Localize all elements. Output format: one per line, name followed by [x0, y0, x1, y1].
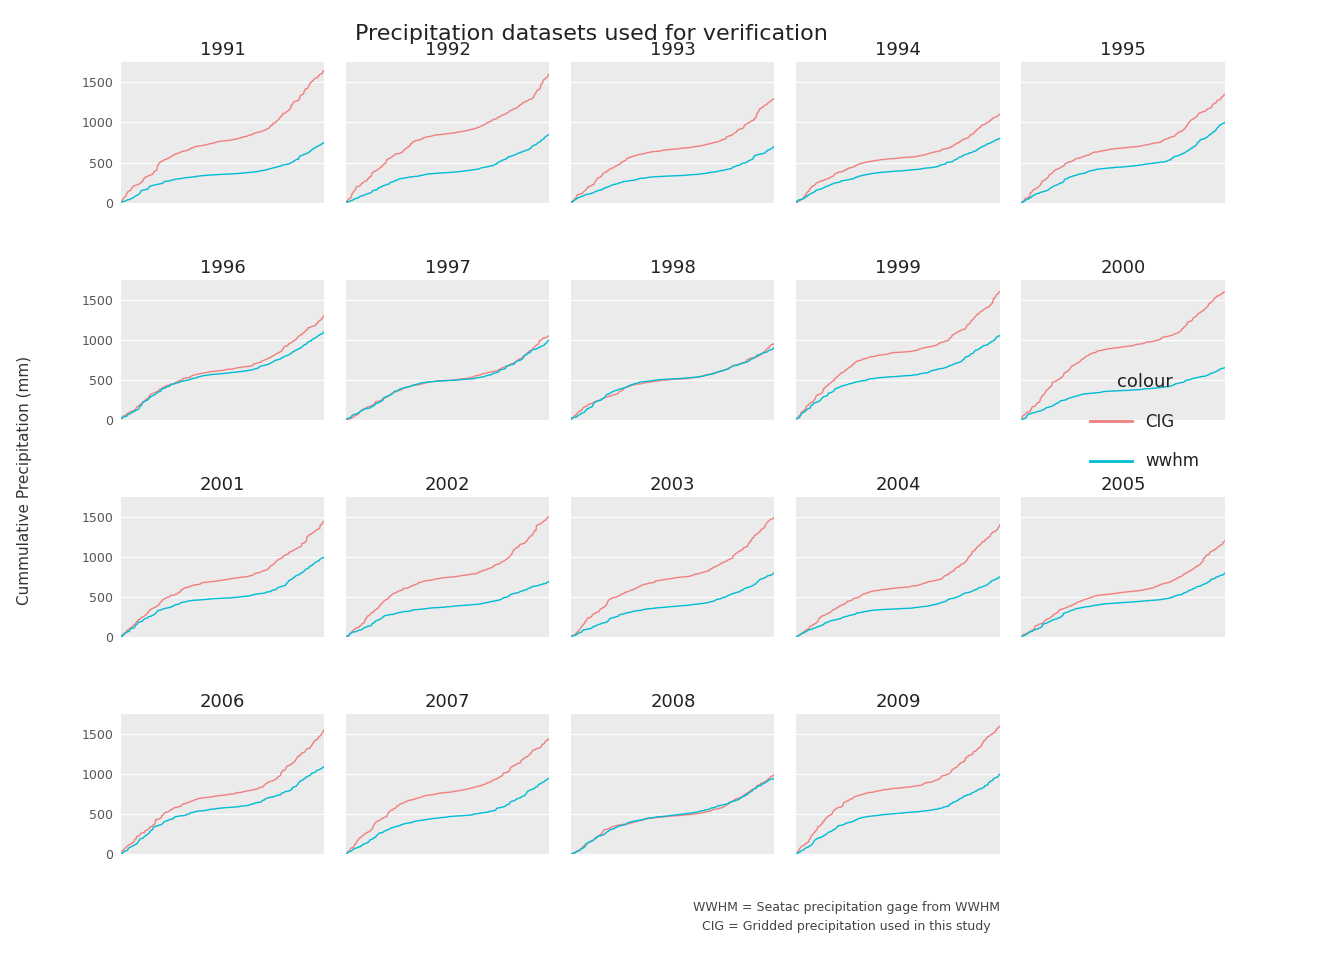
Title: 2001: 2001 — [200, 476, 245, 494]
Title: 1996: 1996 — [200, 259, 246, 276]
Title: 2006: 2006 — [200, 693, 245, 711]
Title: 2008: 2008 — [650, 693, 696, 711]
Text: Precipitation datasets used for verification: Precipitation datasets used for verifica… — [355, 24, 828, 44]
Title: 2000: 2000 — [1101, 259, 1145, 276]
Text: Cummulative Precipitation (mm): Cummulative Precipitation (mm) — [16, 355, 32, 605]
Title: 1999: 1999 — [875, 259, 921, 276]
Title: 2009: 2009 — [875, 693, 921, 711]
Title: 1994: 1994 — [875, 41, 921, 60]
Title: 2002: 2002 — [425, 476, 470, 494]
Title: 1992: 1992 — [425, 41, 470, 60]
Title: 2007: 2007 — [425, 693, 470, 711]
Title: 2003: 2003 — [650, 476, 696, 494]
Title: 1991: 1991 — [200, 41, 246, 60]
Title: 2004: 2004 — [875, 476, 921, 494]
Title: 1993: 1993 — [650, 41, 696, 60]
Title: 1995: 1995 — [1101, 41, 1146, 60]
Title: 2005: 2005 — [1101, 476, 1146, 494]
Text: WWHM = Seatac precipitation gage from WWHM
CIG = Gridded precipitation used in t: WWHM = Seatac precipitation gage from WW… — [694, 900, 1000, 933]
Legend: CIG, wwhm: CIG, wwhm — [1090, 373, 1199, 470]
Title: 1997: 1997 — [425, 259, 470, 276]
Title: 1998: 1998 — [650, 259, 696, 276]
